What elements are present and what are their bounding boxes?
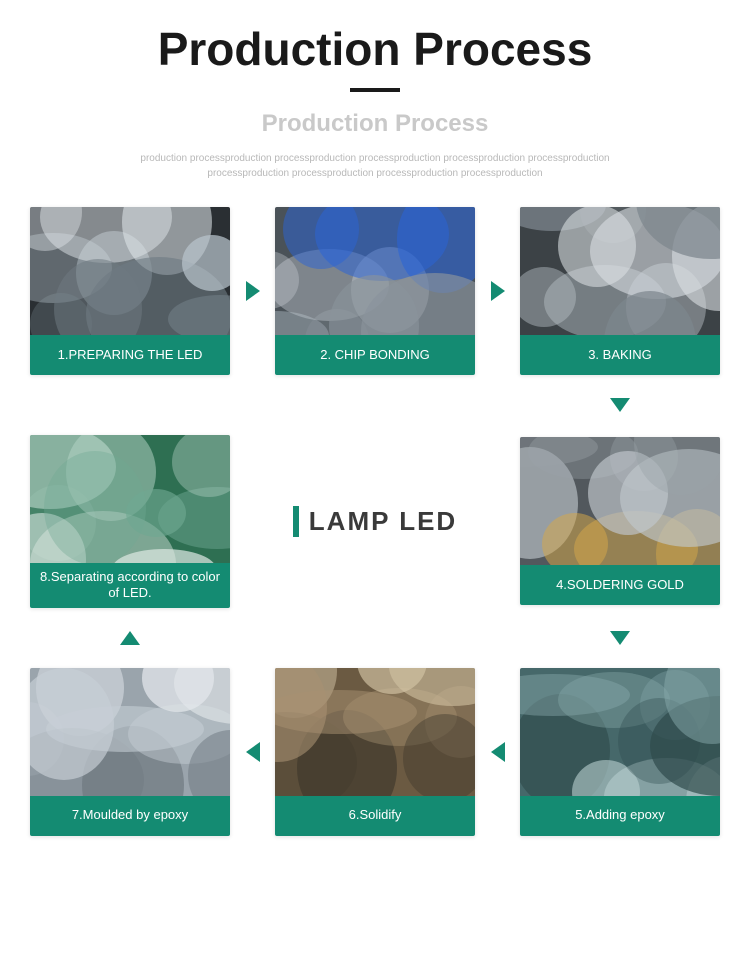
- step-4-image: [520, 437, 720, 565]
- step-8-image: [30, 435, 230, 563]
- arrow-up-icon: [120, 631, 140, 645]
- step-4-label: 4.SOLDERING GOLD: [520, 565, 720, 605]
- step-8-card: 8.Separating according to color of LED.: [30, 435, 230, 608]
- arrow-right-icon: [246, 281, 260, 301]
- step-3-card: 3. BAKING: [520, 207, 720, 375]
- step-6-label: 6.Solidify: [275, 796, 475, 836]
- step-1-image: [30, 207, 230, 335]
- step-7-card: 7.Moulded by epoxy: [30, 668, 230, 836]
- step-2-label: 2. CHIP BONDING: [275, 335, 475, 375]
- step-2-image: [275, 207, 475, 335]
- process-grid: 1.PREPARING THE LED 2. CHIP BONDING 3. B…: [30, 207, 720, 836]
- arrow-down-icon: [610, 631, 630, 645]
- arrow-left-icon: [246, 742, 260, 762]
- sub-title: Production Process: [30, 110, 720, 138]
- arrow-down-icon: [610, 398, 630, 412]
- main-title: Production Process: [30, 22, 720, 76]
- arrow-left-icon: [491, 742, 505, 762]
- step-1-label: 1.PREPARING THE LED: [30, 335, 230, 375]
- step-5-image: [520, 668, 720, 796]
- step-3-label: 3. BAKING: [520, 335, 720, 375]
- center-product-label: LAMP LED: [275, 506, 475, 537]
- step-4-card: 4.SOLDERING GOLD: [520, 437, 720, 605]
- arrow-right-icon: [491, 281, 505, 301]
- title-divider: [350, 88, 400, 92]
- step-1-card: 1.PREPARING THE LED: [30, 207, 230, 375]
- step-2-card: 2. CHIP BONDING: [275, 207, 475, 375]
- step-5-card: 5.Adding epoxy: [520, 668, 720, 836]
- step-5-label: 5.Adding epoxy: [520, 796, 720, 836]
- step-6-card: 6.Solidify: [275, 668, 475, 836]
- step-8-label: 8.Separating according to color of LED.: [30, 563, 230, 608]
- step-7-image: [30, 668, 230, 796]
- step-6-image: [275, 668, 475, 796]
- step-3-image: [520, 207, 720, 335]
- step-7-label: 7.Moulded by epoxy: [30, 796, 230, 836]
- description-text: production processproduction processprod…: [115, 152, 635, 181]
